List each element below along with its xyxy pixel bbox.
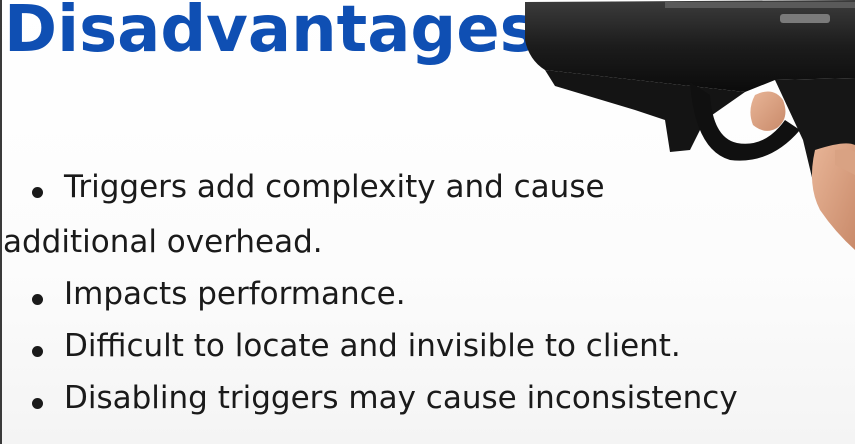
handgun-image bbox=[525, 0, 855, 250]
bullet-marker bbox=[32, 398, 43, 409]
bullet-item-2: Impacts performance. bbox=[64, 276, 406, 312]
slide-left-border bbox=[0, 0, 2, 444]
bullet-marker bbox=[32, 187, 43, 198]
bullet-marker bbox=[32, 346, 43, 357]
bullet-item-4: Disabling triggers may cause inconsisten… bbox=[64, 380, 738, 416]
bullet-item-3: Difficult to locate and invisible to cli… bbox=[64, 328, 681, 364]
bullet-item-1-line2: additional overhead. bbox=[3, 224, 323, 260]
bullet-item-1-line1: Triggers add complexity and cause bbox=[64, 169, 605, 205]
bullet-marker bbox=[32, 294, 43, 305]
slide-title: Disadvantages bbox=[4, 0, 538, 67]
